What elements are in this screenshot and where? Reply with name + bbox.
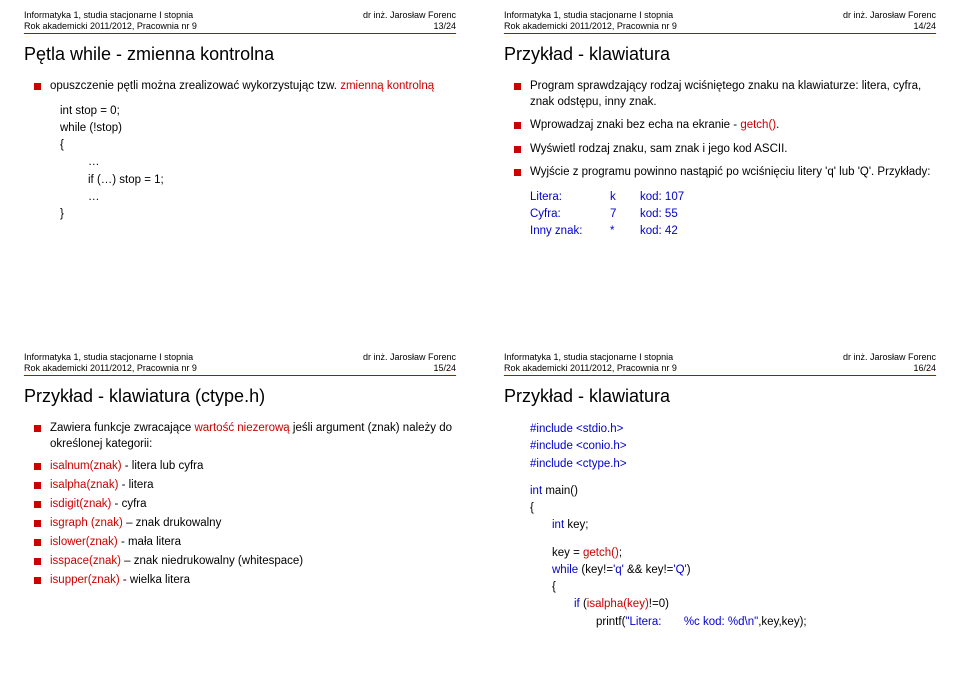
slide-13: Informatyka 1, studia stacjonarne I stop… bbox=[0, 0, 480, 342]
bullet: Program sprawdzający rodzaj wciśniętego … bbox=[514, 79, 936, 110]
bullet: opuszczenie pętli można zrealizować wyko… bbox=[34, 79, 456, 95]
author-line: dr inż. Jarosław Forenc bbox=[843, 352, 936, 362]
func-item: isalpha(znak) - litera bbox=[34, 479, 456, 491]
course-line: Informatyka 1, studia stacjonarne I stop… bbox=[24, 352, 193, 362]
author-line: dr inż. Jarosław Forenc bbox=[363, 352, 456, 362]
func-item: islower(znak) - mała litera bbox=[34, 536, 456, 548]
page-num: 14/24 bbox=[913, 21, 936, 31]
slide-14: Informatyka 1, studia stacjonarne I stop… bbox=[480, 0, 960, 342]
bullet: Wyświetl rodzaj znaku, sam znak i jego k… bbox=[514, 142, 936, 158]
func-item: isspace(znak) – znak niedrukowalny (whit… bbox=[34, 555, 456, 567]
course-line: Informatyka 1, studia stacjonarne I stop… bbox=[504, 10, 673, 20]
bullet: Zawiera funkcje zwracające wartość nieze… bbox=[34, 421, 456, 452]
year-line: Rok akademicki 2011/2012, Pracownia nr 9 bbox=[504, 363, 677, 373]
year-line: Rok akademicki 2011/2012, Pracownia nr 9 bbox=[24, 363, 197, 373]
page-num: 16/24 bbox=[913, 363, 936, 373]
author-line: dr inż. Jarosław Forenc bbox=[843, 10, 936, 20]
course-line: Informatyka 1, studia stacjonarne I stop… bbox=[504, 352, 673, 362]
slide-title: Przykład - klawiatura bbox=[504, 44, 936, 65]
code-block: #include <stdio.h> #include <conio.h> #i… bbox=[530, 421, 936, 631]
examples-block: Litera:kkod: 107 Cyfra:7kod: 55 Inny zna… bbox=[530, 189, 936, 241]
slide-16: Informatyka 1, studia stacjonarne I stop… bbox=[480, 342, 960, 684]
bullet: Wyjście z programu powinno nastąpić po w… bbox=[514, 165, 936, 181]
code-block: int stop = 0; while (!stop) { … if (…) s… bbox=[60, 103, 456, 224]
page-num: 15/24 bbox=[433, 363, 456, 373]
slide-title: Przykład - klawiatura bbox=[504, 386, 936, 407]
slide-15: Informatyka 1, studia stacjonarne I stop… bbox=[0, 342, 480, 684]
year-line: Rok akademicki 2011/2012, Pracownia nr 9 bbox=[24, 21, 197, 31]
func-item: isdigit(znak) - cyfra bbox=[34, 498, 456, 510]
func-item: isalnum(znak) - litera lub cyfra bbox=[34, 460, 456, 472]
course-line: Informatyka 1, studia stacjonarne I stop… bbox=[24, 10, 193, 20]
author-line: dr inż. Jarosław Forenc bbox=[363, 10, 456, 20]
slide-title: Pętla while - zmienna kontrolna bbox=[24, 44, 456, 65]
slide-title: Przykład - klawiatura (ctype.h) bbox=[24, 386, 456, 407]
page-num: 13/24 bbox=[433, 21, 456, 31]
func-item: isupper(znak) - wielka litera bbox=[34, 574, 456, 586]
func-item: isgraph (znak) – znak drukowalny bbox=[34, 517, 456, 529]
year-line: Rok akademicki 2011/2012, Pracownia nr 9 bbox=[504, 21, 677, 31]
bullet: Wprowadzaj znaki bez echa na ekranie - g… bbox=[514, 118, 936, 134]
